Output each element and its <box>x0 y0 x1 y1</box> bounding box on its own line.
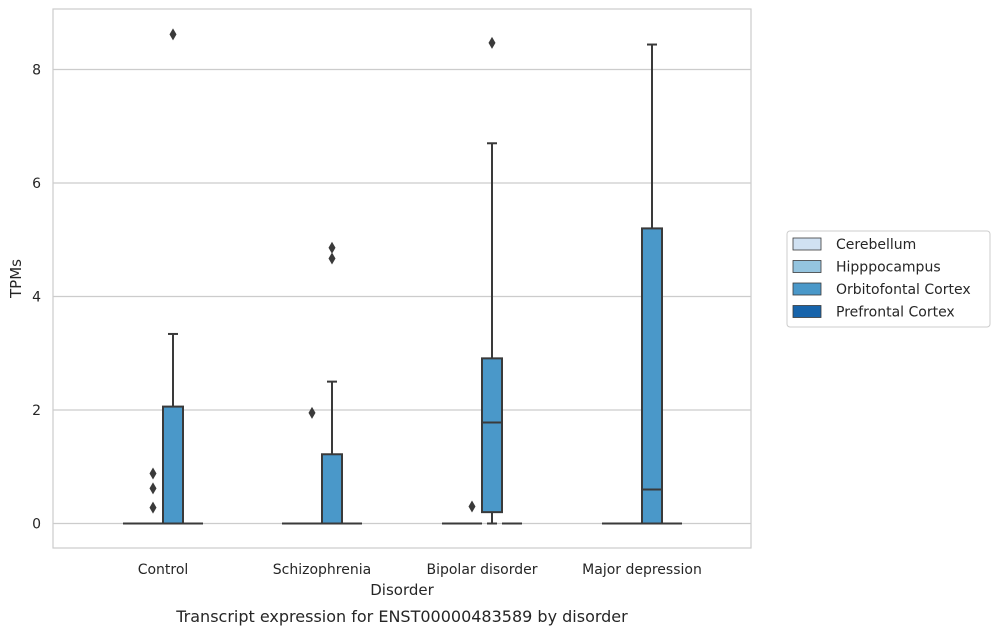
outlier-point <box>149 501 157 514</box>
box-hipppocampus <box>302 406 322 525</box>
box-orbitofontal-cortex <box>481 36 503 525</box>
legend-label: Prefrontal Cortex <box>836 305 955 321</box>
plot-area-frame <box>52 8 752 549</box>
box-orbitofontal-cortex <box>641 43 663 525</box>
x-tick-label: Major depression <box>582 562 702 578</box>
y-tick-labels: 0 2 4 6 8 <box>32 63 41 533</box>
legend-label: Orbitofontal Cortex <box>836 282 971 298</box>
outlier-point <box>169 28 177 41</box>
outlier-point <box>149 482 157 495</box>
x-tick-label: Control <box>138 562 189 578</box>
box-orbitofontal-cortex <box>321 241 343 525</box>
outlier-point <box>468 500 476 513</box>
box-hipppocampus <box>462 500 482 525</box>
x-tick-label: Schizophrenia <box>273 562 371 578</box>
outlier-point <box>149 467 157 480</box>
box-body <box>641 227 663 525</box>
chart-caption: Transcript expression for ENST0000048358… <box>175 607 628 626</box>
box-orbitofontal-cortex <box>162 28 184 525</box>
x-axis-label: Disorder <box>370 581 434 599</box>
x-tick-label: Bipolar disorder <box>426 562 537 578</box>
outlier-point <box>308 406 316 419</box>
y-tick-label-6: 6 <box>32 176 41 192</box>
y-tick-label-2: 2 <box>32 403 41 419</box>
legend: Cerebellum Hipppocampus Orbitofontal Corte… <box>786 230 991 328</box>
box-hipppocampus <box>143 467 163 525</box>
box-body <box>481 357 503 514</box>
legend-swatch <box>792 282 822 296</box>
legend-frame <box>786 230 991 328</box>
y-tick-label-0: 0 <box>32 517 41 533</box>
outlier-point <box>328 252 336 265</box>
outlier-point <box>488 36 496 49</box>
legend-swatch <box>792 237 822 251</box>
x-tick-labels: Control Schizophrenia Bipolar disorder Majo… <box>138 562 702 578</box>
legend-label: Hipppocampus <box>836 260 941 276</box>
box-series <box>123 28 682 525</box>
legend-swatch <box>792 260 822 273</box>
y-tick-label-4: 4 <box>32 290 41 306</box>
box-body <box>162 405 184 525</box>
y-axis-label: TPMs <box>7 259 25 299</box>
outlier-point <box>328 241 336 254</box>
y-tick-label-8: 8 <box>32 63 41 79</box>
legend-label: Cerebellum <box>836 237 916 253</box>
box-body <box>321 453 343 525</box>
legend-swatch <box>792 305 822 318</box>
